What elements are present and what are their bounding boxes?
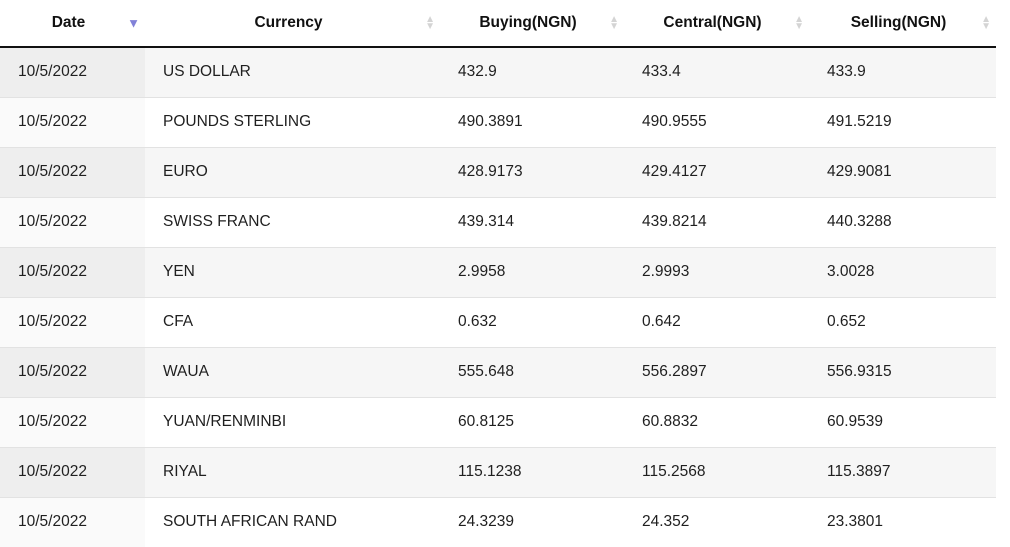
sort-toggle-icon: ▲ ▼ — [425, 14, 435, 32]
cell-central: 24.352 — [624, 497, 809, 547]
sort-descending-icon: ▼ — [127, 15, 140, 31]
cell-currency: US DOLLAR — [145, 47, 440, 98]
cell-date: 10/5/2022 — [0, 247, 145, 298]
table-row: 10/5/2022 YEN 2.9958 2.9993 3.0028 — [0, 247, 996, 298]
table-row: 10/5/2022 RIYAL 115.1238 115.2568 115.38… — [0, 447, 996, 498]
cell-central: 490.9555 — [624, 97, 809, 148]
cell-selling: 115.3897 — [809, 447, 996, 498]
cell-date: 10/5/2022 — [0, 297, 145, 348]
column-header-central[interactable]: Central(NGN) ▲ ▼ — [624, 0, 809, 48]
cell-selling: 433.9 — [809, 47, 996, 98]
cell-date: 10/5/2022 — [0, 47, 145, 98]
cell-central: 115.2568 — [624, 447, 809, 498]
cell-currency: YEN — [145, 247, 440, 298]
column-header-currency-label: Currency — [254, 14, 323, 31]
column-header-date[interactable]: Date ▼ — [0, 0, 145, 48]
column-header-selling-label: Selling(NGN) — [850, 14, 947, 31]
cell-selling: 429.9081 — [809, 147, 996, 198]
cell-selling: 23.3801 — [809, 497, 996, 547]
cell-buying: 555.648 — [440, 347, 624, 398]
cell-buying: 2.9958 — [440, 247, 624, 298]
cell-currency: CFA — [145, 297, 440, 348]
column-header-currency[interactable]: Currency ▲ ▼ — [145, 0, 440, 48]
table-row: 10/5/2022 US DOLLAR 432.9 433.4 433.9 — [0, 47, 996, 98]
cell-buying: 439.314 — [440, 197, 624, 248]
cell-date: 10/5/2022 — [0, 397, 145, 448]
cell-date: 10/5/2022 — [0, 497, 145, 547]
cell-currency: YUAN/RENMINBI — [145, 397, 440, 448]
table-header: Date ▼ Currency ▲ ▼ Buying(NGN) ▲ ▼ — [0, 0, 996, 48]
sort-toggle-icon: ▲ ▼ — [981, 14, 991, 32]
cell-buying: 428.9173 — [440, 147, 624, 198]
table-row: 10/5/2022 WAUA 555.648 556.2897 556.9315 — [0, 347, 996, 398]
cell-buying: 60.8125 — [440, 397, 624, 448]
sort-toggle-icon: ▲ ▼ — [794, 14, 804, 32]
cell-selling: 0.652 — [809, 297, 996, 348]
column-header-central-label: Central(NGN) — [663, 14, 762, 31]
cell-buying: 432.9 — [440, 47, 624, 98]
table-row: 10/5/2022 SWISS FRANC 439.314 439.8214 4… — [0, 197, 996, 248]
cell-currency: SOUTH AFRICAN RAND — [145, 497, 440, 547]
column-header-buying[interactable]: Buying(NGN) ▲ ▼ — [440, 0, 624, 48]
cell-currency: POUNDS STERLING — [145, 97, 440, 148]
cell-currency: WAUA — [145, 347, 440, 398]
table-row: 10/5/2022 SOUTH AFRICAN RAND 24.3239 24.… — [0, 497, 996, 547]
cell-central: 60.8832 — [624, 397, 809, 448]
cell-date: 10/5/2022 — [0, 147, 145, 198]
cell-currency: RIYAL — [145, 447, 440, 498]
cell-central: 433.4 — [624, 47, 809, 98]
cell-selling: 556.9315 — [809, 347, 996, 398]
table-row: 10/5/2022 EURO 428.9173 429.4127 429.908… — [0, 147, 996, 198]
cell-selling: 3.0028 — [809, 247, 996, 298]
cell-central: 0.642 — [624, 297, 809, 348]
cell-date: 10/5/2022 — [0, 347, 145, 398]
cell-selling: 60.9539 — [809, 397, 996, 448]
header-row: Date ▼ Currency ▲ ▼ Buying(NGN) ▲ ▼ — [0, 0, 996, 48]
sort-toggle-icon: ▲ ▼ — [609, 14, 619, 32]
cell-buying: 490.3891 — [440, 97, 624, 148]
cell-buying: 0.632 — [440, 297, 624, 348]
table-row: 10/5/2022 CFA 0.632 0.642 0.652 — [0, 297, 996, 348]
cell-buying: 115.1238 — [440, 447, 624, 498]
table-row: 10/5/2022 YUAN/RENMINBI 60.8125 60.8832 … — [0, 397, 996, 448]
table-row: 10/5/2022 POUNDS STERLING 490.3891 490.9… — [0, 97, 996, 148]
cell-central: 439.8214 — [624, 197, 809, 248]
table-body: 10/5/2022 US DOLLAR 432.9 433.4 433.9 10… — [0, 47, 996, 547]
cell-currency: SWISS FRANC — [145, 197, 440, 248]
column-header-buying-label: Buying(NGN) — [479, 14, 577, 31]
cell-central: 2.9993 — [624, 247, 809, 298]
cell-date: 10/5/2022 — [0, 197, 145, 248]
cell-central: 429.4127 — [624, 147, 809, 198]
cell-selling: 440.3288 — [809, 197, 996, 248]
column-header-selling[interactable]: Selling(NGN) ▲ ▼ — [809, 0, 996, 48]
cell-selling: 491.5219 — [809, 97, 996, 148]
cell-central: 556.2897 — [624, 347, 809, 398]
cell-buying: 24.3239 — [440, 497, 624, 547]
cell-date: 10/5/2022 — [0, 97, 145, 148]
cell-currency: EURO — [145, 147, 440, 198]
column-header-date-label: Date — [51, 14, 86, 31]
cell-date: 10/5/2022 — [0, 447, 145, 498]
